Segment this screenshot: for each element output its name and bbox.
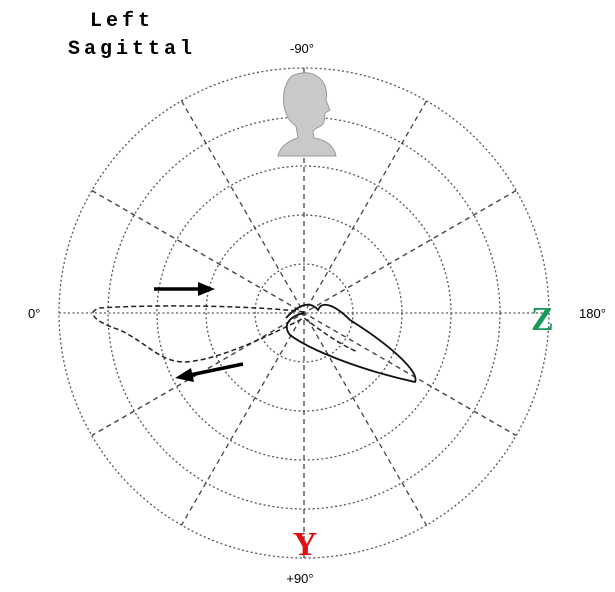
solid-loop [286,305,416,382]
axis-y: Y [293,526,318,563]
angle-bottom: +90° [286,571,313,586]
title-line1: Left [90,10,154,33]
angle-right: 180° [579,306,606,321]
angle-top: -90° [290,41,314,56]
dashed-loop [93,306,358,362]
angle-left: 0° [28,306,40,321]
sagittal-plot: Left Sagittal -90° 0° 180° +90° Z Y [0,0,615,592]
title-line2: Sagittal [68,38,196,61]
axis-z: Z [531,301,554,338]
head-icon [278,73,336,156]
